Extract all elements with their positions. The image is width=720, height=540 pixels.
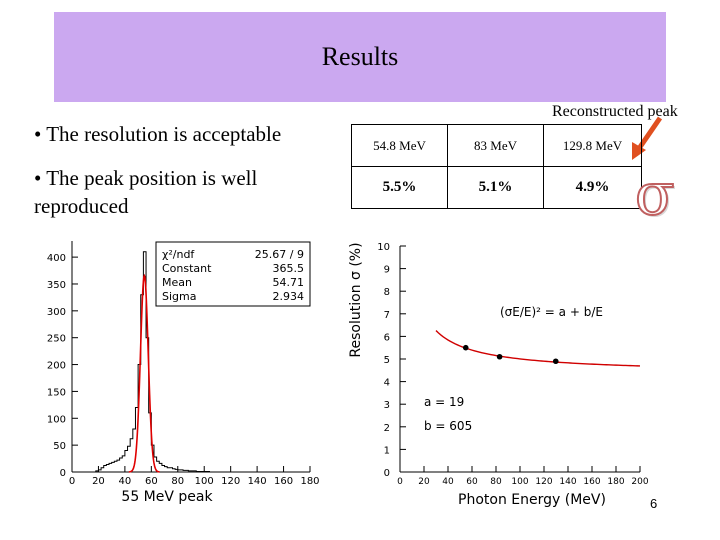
resolution-x-tick-label: 180 <box>607 477 624 487</box>
histogram-fit-curve <box>128 273 160 473</box>
histogram-x-tick-label: 80 <box>171 476 184 487</box>
histogram-x-tick-label: 0 <box>69 476 75 487</box>
histogram-y-tick-label: 400 <box>47 253 66 264</box>
resolution-y-tick-label: 6 <box>384 332 390 343</box>
histogram-y-tick-label: 200 <box>47 361 66 372</box>
resolution-point <box>462 344 469 351</box>
resolution-x-tick-label: 160 <box>583 477 600 487</box>
histogram-y-tick-label: 0 <box>60 468 66 479</box>
resolution-y-tick-label: 9 <box>384 265 390 276</box>
resolution-x-tick-label: 80 <box>490 477 502 487</box>
histogram-x-tick-label: 180 <box>300 476 319 487</box>
resolution-fit-curve <box>435 330 641 367</box>
arrow-icon <box>635 116 663 152</box>
resolution-tick-labels: 0 20 40 60 80 100 120 140 160 180 200 0 1 2 3 4 5 6 7 8 9 10 <box>377 242 649 487</box>
resolution-y-tick-label: 8 <box>384 287 390 298</box>
resolution-y-tick-label: 3 <box>384 400 390 411</box>
histogram-tick-labels: 0 20 40 60 80 100 120 140 160 180 0 50 100 150 200 250 3… <box>47 253 320 487</box>
energy-row: 54.8 MeV 83 MeV 129.8 MeV <box>351 124 642 167</box>
page-number: 6 <box>650 496 658 511</box>
resolution-y-tick-label: 4 <box>384 378 390 389</box>
resolution-cell: 5.5% <box>351 166 448 209</box>
stats-label: χ²/ndf <box>162 248 195 261</box>
histogram-stats-box: χ²/ndf 25.67 / 9 Constant 365.5 Mean 54.71 Sig… <box>155 241 311 307</box>
bullet-peak-position: • The peak position is well reproduced <box>34 166 258 218</box>
resolution-x-label: Photon Energy (MeV) <box>458 492 606 508</box>
reconstructed-peak-label: Reconstructed peak <box>552 103 678 120</box>
resolution-axes <box>399 245 641 473</box>
histogram-y-tick-label: 150 <box>47 387 66 398</box>
histogram-y-tick-label: 50 <box>53 441 66 452</box>
histogram-x-tick-label: 40 <box>119 476 132 487</box>
stats-box-frame <box>155 241 311 307</box>
resolution-row: 5.5% 5.1% 4.9% <box>351 166 642 209</box>
histogram-x-label: 55 MeV peak <box>121 489 213 505</box>
resolution-x-tick-label: 140 <box>559 477 576 487</box>
resolution-chart: 0 20 40 60 80 100 120 140 160 180 200012345678910 … <box>348 242 649 508</box>
histogram-y-tick-label: 250 <box>47 334 66 345</box>
resolution-table: 54.8 MeV 83 MeV 129.8 MeV 5.5% 5.1% 4.9% <box>351 124 642 209</box>
histogram-x-tick-label: 140 <box>248 476 267 487</box>
energy-cell: 83 MeV <box>447 124 544 167</box>
resolution-point <box>552 358 559 365</box>
resolution-y-tick-label: 0 <box>384 468 390 479</box>
resolution-point <box>496 353 503 360</box>
resolution-x-tick-label: 20 <box>418 477 430 487</box>
histogram-chart: χ²/ndf 25.67 / 9 Constant 365.5 Mean 54.71 Sig… <box>47 241 320 505</box>
stats-label: Constant <box>162 262 212 275</box>
resolution-y-label: Resolution σ (%) <box>348 242 364 357</box>
histogram-series <box>72 251 234 473</box>
resolution-y-tick-label: 5 <box>384 355 390 366</box>
stats-value: 54.71 <box>273 276 305 289</box>
resolution-x-tick-label: 60 <box>466 477 478 487</box>
resolution-y-tick-label: 2 <box>384 423 390 434</box>
histogram-y-tick-label: 300 <box>47 307 66 318</box>
resolution-cell: 4.9% <box>543 166 642 209</box>
resolution-y-tick-label: 7 <box>384 310 390 321</box>
resolution-y-tick-label: 10 <box>377 242 390 253</box>
stats-value: 365.5 <box>273 262 305 275</box>
histogram-x-tick-label: 100 <box>195 476 214 487</box>
title-bar: Results <box>54 12 666 102</box>
resolution-points <box>462 344 559 365</box>
resolution-x-tick-label: 120 <box>535 477 552 487</box>
slide-title: Results <box>321 42 399 71</box>
bullet-resolution: • The resolution is acceptable <box>34 122 282 146</box>
resolution-formula: (σE/E)² = a + b/E <box>500 305 603 319</box>
resolution-x-tick-label: 100 <box>511 477 528 487</box>
histogram-x-tick-label: 20 <box>92 476 105 487</box>
histogram-y-tick-label: 100 <box>47 414 66 425</box>
resolution-x-tick-label: 40 <box>442 477 454 487</box>
sigma-symbol: σ <box>634 160 676 228</box>
stats-value: 2.934 <box>273 290 305 303</box>
energy-cell: 129.8 MeV <box>543 124 642 167</box>
resolution-x-tick-label: 0 <box>397 477 403 487</box>
resolution-x-tick-label: 200 <box>631 477 648 487</box>
resolution-y-tick-label: 1 <box>384 445 390 456</box>
histogram-x-tick-label: 60 <box>145 476 158 487</box>
stats-label: Mean <box>162 276 192 289</box>
energy-cell: 54.8 MeV <box>351 124 448 167</box>
histogram-x-tick-label: 160 <box>274 476 293 487</box>
fit-label-a: a = 19 <box>424 395 464 409</box>
fit-label-b: b = 605 <box>424 419 472 433</box>
histogram-y-tick-label: 350 <box>47 280 66 291</box>
resolution-cell: 5.1% <box>447 166 544 209</box>
histogram-x-tick-label: 120 <box>221 476 240 487</box>
stats-label: Sigma <box>162 290 196 303</box>
histogram-axes <box>71 241 311 473</box>
stats-value: 25.67 / 9 <box>255 248 304 261</box>
